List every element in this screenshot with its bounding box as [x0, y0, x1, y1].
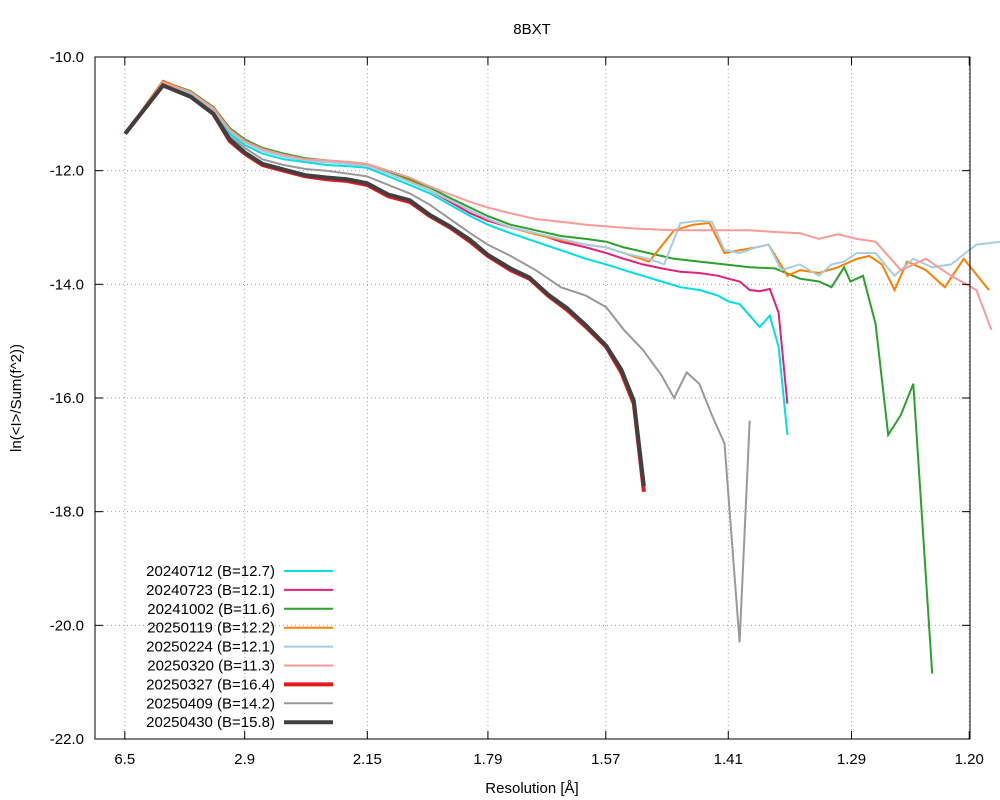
x-tick-label: 1.79 — [473, 751, 502, 768]
x-tick-label: 1.20 — [955, 751, 984, 768]
x-tick-label: 1.41 — [714, 751, 743, 768]
y-tick-label: -10.0 — [50, 49, 84, 66]
x-tick-label: 2.15 — [353, 751, 382, 768]
x-tick-label: 6.5 — [114, 751, 135, 768]
legend: 20240712 (B=12.7) 20240723 (B=12.1) 202410… — [146, 563, 333, 731]
series-lines — [123, 79, 1000, 674]
x-tick-label: 2.9 — [234, 751, 255, 768]
y-tick-label: -14.0 — [50, 276, 84, 293]
y-tick-label: -18.0 — [50, 504, 84, 521]
x-tick-label: 1.29 — [837, 751, 866, 768]
x-axis-label: Resolution [Å] — [485, 780, 578, 797]
legend-label: 20250224 (B=12.1) — [146, 639, 275, 656]
series-line-0 — [124, 81, 789, 435]
legend-label: 20240723 (B=12.1) — [146, 582, 275, 599]
legend-label: 20250320 (B=11.3) — [147, 658, 275, 675]
series-line-4 — [124, 81, 1000, 278]
chart-title: 8BXT — [513, 21, 551, 38]
y-axis-label: ln(<I>/Sum(f^2)) — [8, 344, 25, 452]
x-tick-label: 1.57 — [591, 751, 620, 768]
legend-label: 20240712 (B=12.7) — [146, 563, 275, 580]
series-line-2 — [124, 80, 934, 674]
legend-label: 20241002 (B=11.6) — [147, 601, 275, 618]
legend-label: 20250430 (B=15.8) — [146, 714, 275, 731]
legend-label: 20250409 (B=14.2) — [146, 695, 275, 712]
series-line-5 — [124, 81, 993, 331]
legend-label: 20250327 (B=16.4) — [146, 676, 275, 693]
y-tick-label: -20.0 — [50, 617, 84, 634]
y-tick-label: -12.0 — [50, 163, 84, 180]
series-line-7 — [124, 83, 751, 643]
y-tick-label: -16.0 — [50, 390, 84, 407]
series-line-3 — [124, 80, 990, 293]
series-line-8 — [123, 82, 646, 487]
y-tick-label: -22.0 — [50, 731, 84, 748]
axis-ticks: -10.0 -12.0 -14.0 -16.0 -18.0 -20.0 -22.0 6.5 2.… — [50, 49, 984, 768]
legend-label: 20250119 (B=12.2) — [147, 620, 275, 637]
